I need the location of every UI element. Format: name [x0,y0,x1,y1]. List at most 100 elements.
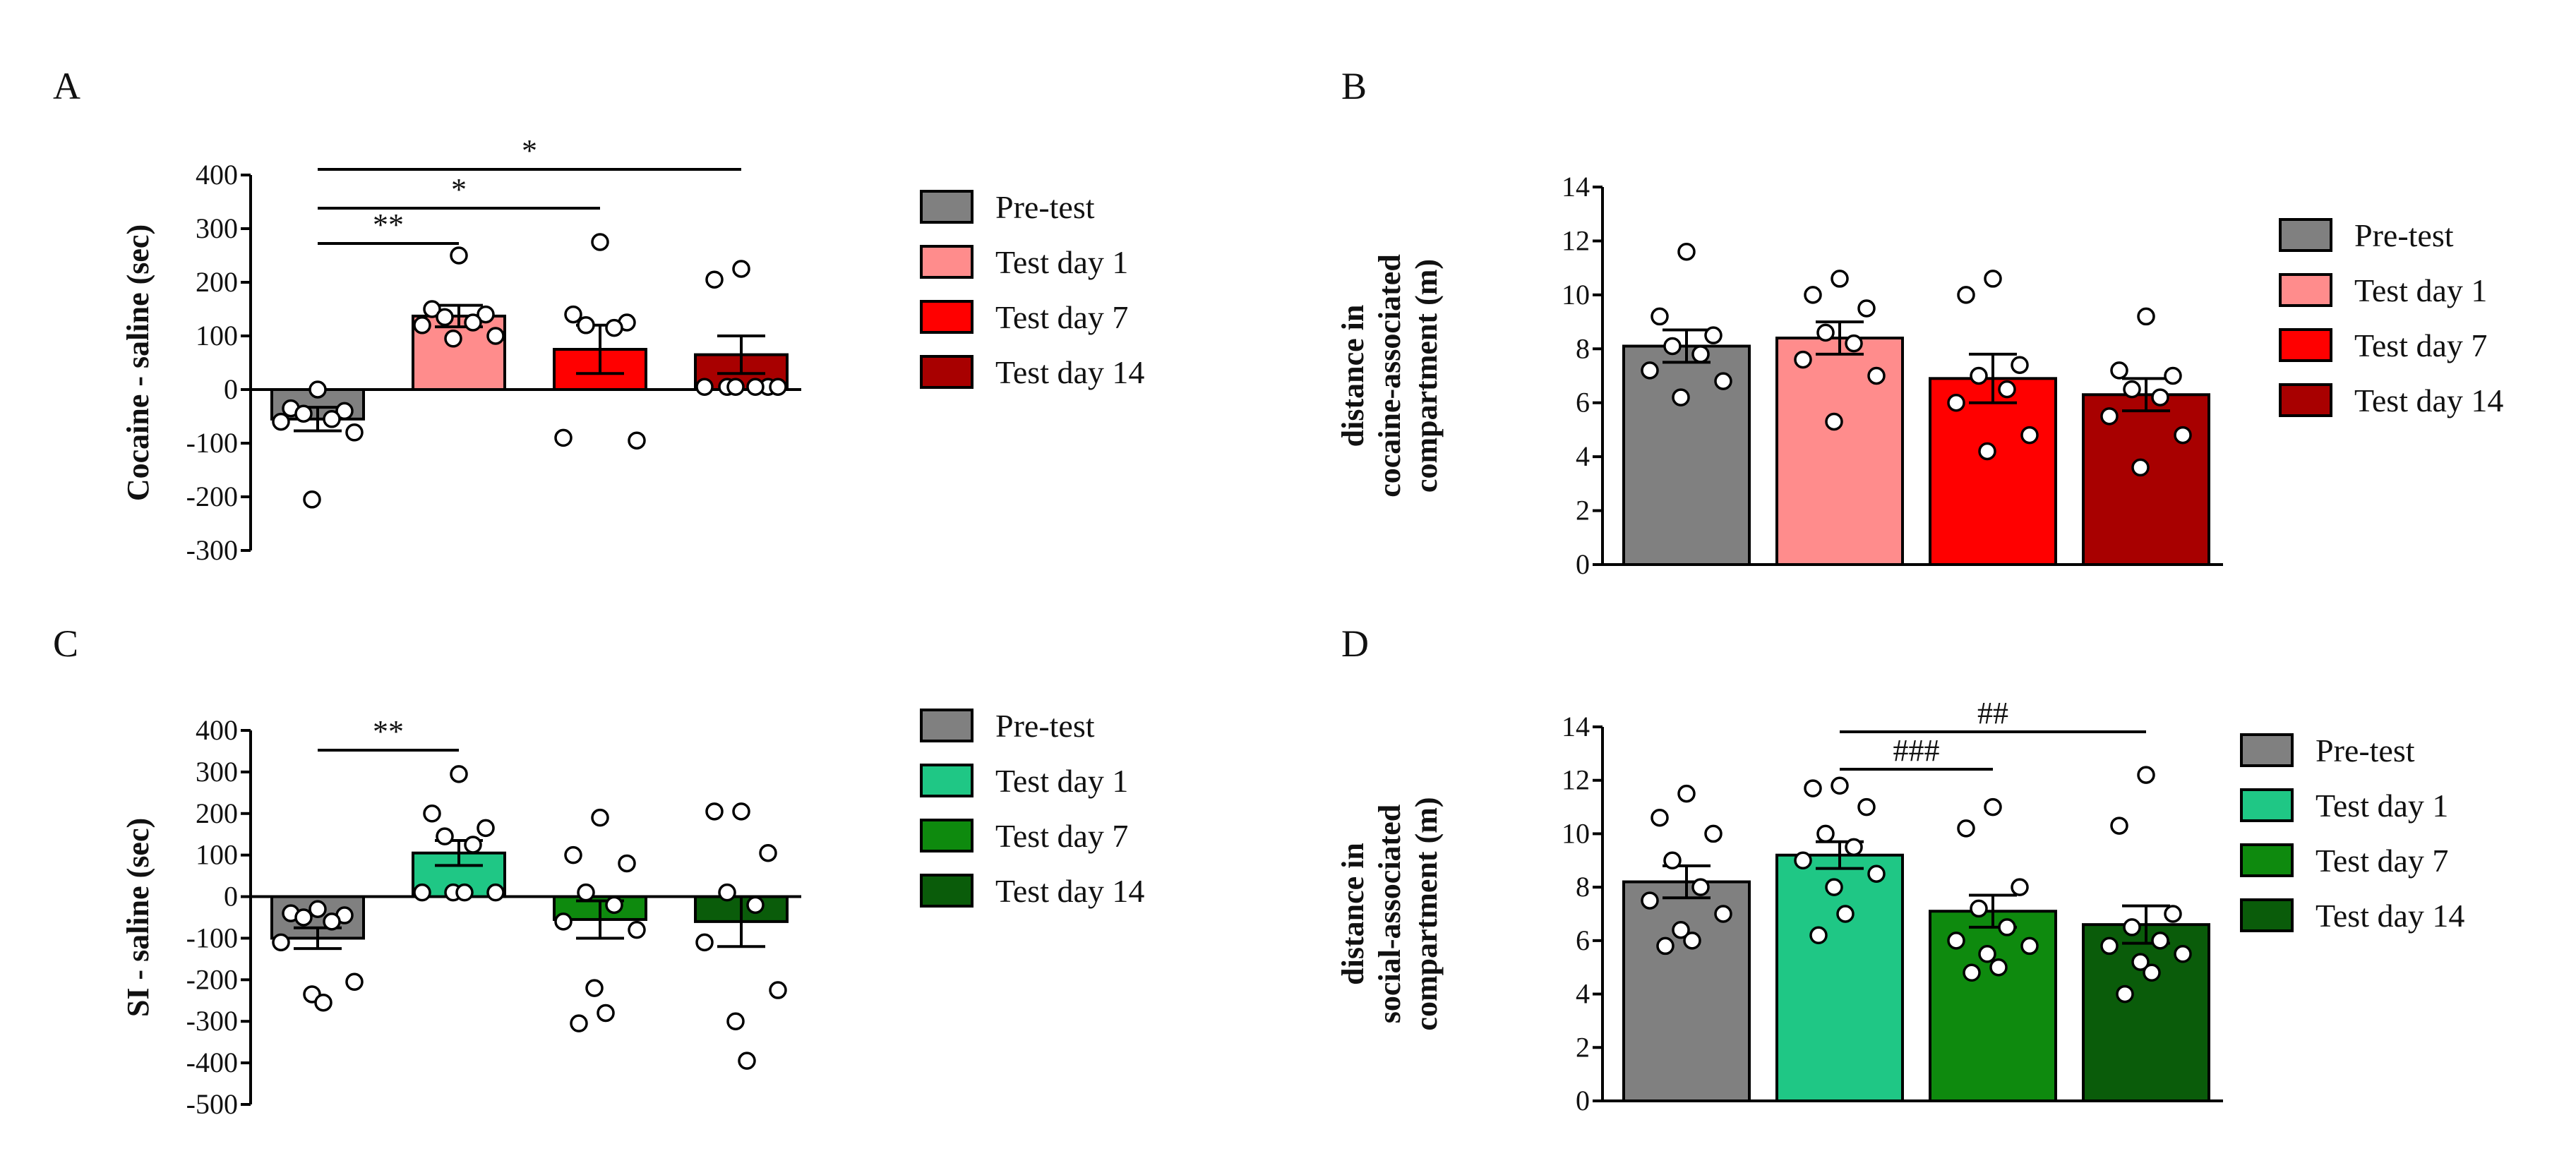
data-point [2137,307,2155,326]
data-point [450,765,468,783]
data-point [1641,361,1659,380]
y-tick-label: 14 [1562,171,1590,203]
y-axis-title: distance in [1336,843,1370,985]
data-point [1714,372,1732,390]
data-point [1816,824,1835,843]
legend-swatch [2279,383,2332,417]
data-point [585,979,604,997]
data-point [618,854,636,873]
data-point [2151,388,2169,406]
data-point [413,316,431,335]
data-point [450,246,468,265]
data-point [303,490,321,509]
data-point [1641,891,1659,910]
data-point [1677,242,1696,261]
data-point [1957,819,1975,838]
y-axis-title: SI - saline (sec) [121,818,155,1017]
data-point [605,318,623,337]
data-point [570,1014,588,1032]
data-point [628,431,646,450]
data-point [695,378,714,396]
legend-swatch [2279,273,2332,307]
data-point [695,933,714,952]
data-point [1857,797,1876,817]
data-point [444,330,462,348]
panel-c: C -500 -400 -300 -200 -100 0 100 200 300 400 SI - s… [53,622,1144,1120]
data-point [726,1012,745,1030]
panel-label: B [1341,65,1367,107]
data-point [308,900,327,918]
legend-label: Pre-test [2316,733,2415,769]
data-point [2123,918,2141,936]
data-point [1672,388,1690,406]
panel-d: D 0 2 4 6 8 10 12 14 distance in social-associated… [1336,622,2464,1116]
y-tick-label: 200 [196,797,238,829]
legend-swatch [2279,328,2332,362]
legend-swatch [920,190,974,224]
y-tick-label: 8 [1576,871,1590,903]
legend-swatch [2240,788,2294,822]
data-point [1970,366,1988,385]
data-point [769,981,787,999]
y-tick-label: -100 [186,427,238,459]
y-tick-label: 0 [1576,548,1590,580]
data-point [718,883,736,902]
legend-swatch [920,245,974,279]
data-point [2123,380,2141,399]
y-axis-title: compartment (m) [1409,259,1444,493]
legend-label: Test day 1 [2316,788,2448,824]
data-point [436,827,454,845]
significance-label: ** [373,714,404,749]
y-tick-label: 400 [196,159,238,191]
data-point [1656,936,1675,956]
data-point [2151,932,2169,950]
data-point [335,402,354,421]
y-tick-label: 0 [224,881,238,912]
y-tick-label: 12 [1562,764,1590,796]
panel-a: A -300 -200 -100 0 100 200 300 400 Cocaine - sali… [53,65,1144,566]
y-tick-label: 2 [1576,495,1590,526]
data-point [1691,345,1710,363]
legend-label: Test day 1 [995,763,1128,799]
data-point [564,845,582,864]
data-point [1947,932,1965,950]
legend-swatch [2240,843,2294,877]
data-point [345,423,364,442]
y-tick-label: 8 [1576,332,1590,364]
significance-label: * [522,133,537,168]
data-point [294,404,313,423]
data-point [705,802,724,821]
legend-label: Test day 7 [995,299,1128,335]
data-point [732,260,750,278]
data-point [1978,442,1996,461]
data-point [1809,926,1828,945]
data-point [2020,936,2039,956]
data-point [2100,407,2119,426]
data-point [605,896,623,915]
legend-swatch [920,355,974,389]
significance-label: ## [1977,696,2008,730]
y-tick-label: 300 [196,212,238,244]
data-point [1831,270,1849,288]
y-tick-label: 10 [1562,817,1590,849]
data-point [2137,766,2155,784]
data-point [577,316,595,335]
legend-label: Test day 7 [2354,327,2487,363]
legend-label: Test day 14 [2316,898,2464,934]
y-axis-title: cocaine-associated [1372,254,1407,498]
data-point [554,912,573,931]
legend-label: Test day 14 [995,354,1144,390]
legend-label: Test day 7 [995,818,1128,854]
legend-label: Pre-test [995,189,1095,225]
data-point [2131,458,2150,477]
data-point [1672,920,1690,939]
data-point [2110,817,2128,835]
legend-label: Test day 14 [2354,382,2503,418]
data-point [628,920,646,939]
y-axis-title: social-associated [1372,805,1407,1023]
y-tick-label: 300 [196,756,238,788]
legend-swatch [920,819,974,852]
y-tick-label: -500 [186,1088,238,1120]
data-point [2110,361,2128,380]
data-point [1989,958,2008,977]
